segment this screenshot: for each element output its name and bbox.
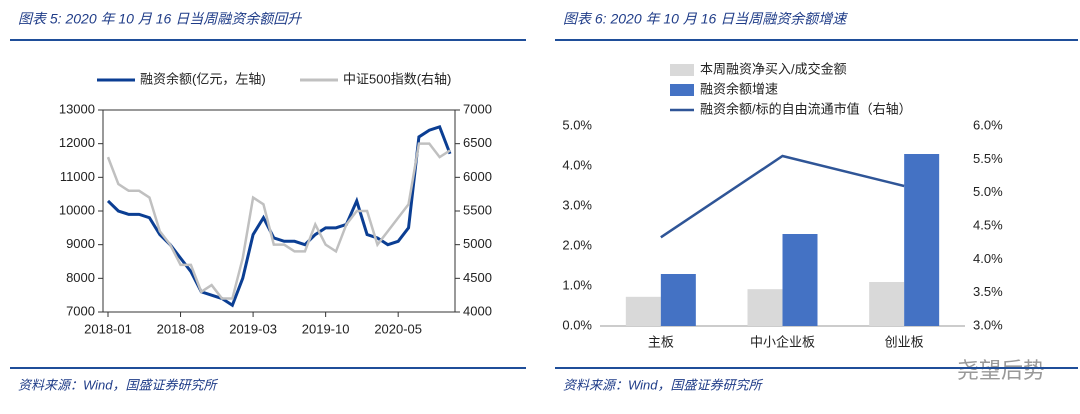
source: 资料来源：Wind，国盛证券研究所 <box>563 377 764 392</box>
y-tick-label: 7000 <box>66 303 95 318</box>
bar <box>660 274 696 326</box>
y-tick-label: 5.0% <box>562 117 592 132</box>
x-tick-label: 2019-03 <box>229 321 277 336</box>
legend-label: 融资余额(亿元，左轴) <box>140 71 266 86</box>
y2-tick-label: 6.0% <box>973 117 1003 132</box>
legend-label: 中证500指数(右轴) <box>343 71 451 86</box>
x-tick-label: 中小企业板 <box>750 334 815 349</box>
source: 资料来源：Wind，国盛证券研究所 <box>18 377 219 392</box>
x-tick-label: 2018-08 <box>157 321 205 336</box>
y-tick-label: 8000 <box>66 270 95 285</box>
chart-title: 图表 5: 2020 年 10 月 16 日当周融资余额回升 <box>18 11 302 27</box>
y2-tick-label: 5500 <box>463 202 492 217</box>
series-line <box>106 142 451 300</box>
y-tick-label: 9000 <box>66 236 95 251</box>
x-tick-label: 2019-10 <box>302 321 350 336</box>
series-line <box>660 154 905 239</box>
chart-title: 图表 6: 2020 年 10 月 16 日当周融资余额增速 <box>563 11 848 27</box>
y-tick-label: 0.0% <box>562 317 592 332</box>
legend-swatch <box>670 64 694 76</box>
x-tick-label: 2020-05 <box>374 321 422 336</box>
y2-tick-label: 5.0% <box>973 184 1003 199</box>
y-tick-label: 11000 <box>60 169 95 184</box>
y2-tick-label: 4500 <box>463 270 492 285</box>
bar <box>747 289 783 326</box>
bar <box>904 154 940 326</box>
y-tick-label: 2.0% <box>562 237 592 252</box>
y-tick-label: 12000 <box>59 135 95 150</box>
legend-label: 融资余额增速 <box>700 81 778 96</box>
y2-tick-label: 5000 <box>463 236 492 251</box>
x-tick-label: 主板 <box>648 334 674 349</box>
watermark: 尧望后势 <box>957 358 1045 383</box>
bar <box>625 296 661 326</box>
y-tick-label: 10000 <box>59 202 95 217</box>
y-tick-label: 1.0% <box>562 277 592 292</box>
legend-label: 融资余额/标的自由流通市值（右轴） <box>700 101 912 116</box>
y-tick-label: 3.0% <box>562 197 592 212</box>
y2-tick-label: 3.5% <box>973 284 1003 299</box>
y2-tick-label: 6000 <box>463 169 492 184</box>
y2-tick-label: 6500 <box>463 135 492 150</box>
bar <box>782 234 818 326</box>
x-tick-label: 2018-01 <box>84 321 132 336</box>
legend-label: 本周融资净买入/成交金额 <box>700 61 847 76</box>
legend-swatch <box>670 84 694 96</box>
x-tick-label: 创业板 <box>885 334 924 349</box>
y2-tick-label: 3.0% <box>973 317 1003 332</box>
y2-tick-label: 7000 <box>463 101 492 116</box>
y2-tick-label: 4.0% <box>973 251 1003 266</box>
y2-tick-label: 4000 <box>463 303 492 318</box>
bar <box>869 282 905 326</box>
y2-tick-label: 5.5% <box>973 151 1003 166</box>
y-tick-label: 4.0% <box>562 157 592 172</box>
y2-tick-label: 4.5% <box>973 217 1003 232</box>
y-tick-label: 13000 <box>59 101 95 116</box>
